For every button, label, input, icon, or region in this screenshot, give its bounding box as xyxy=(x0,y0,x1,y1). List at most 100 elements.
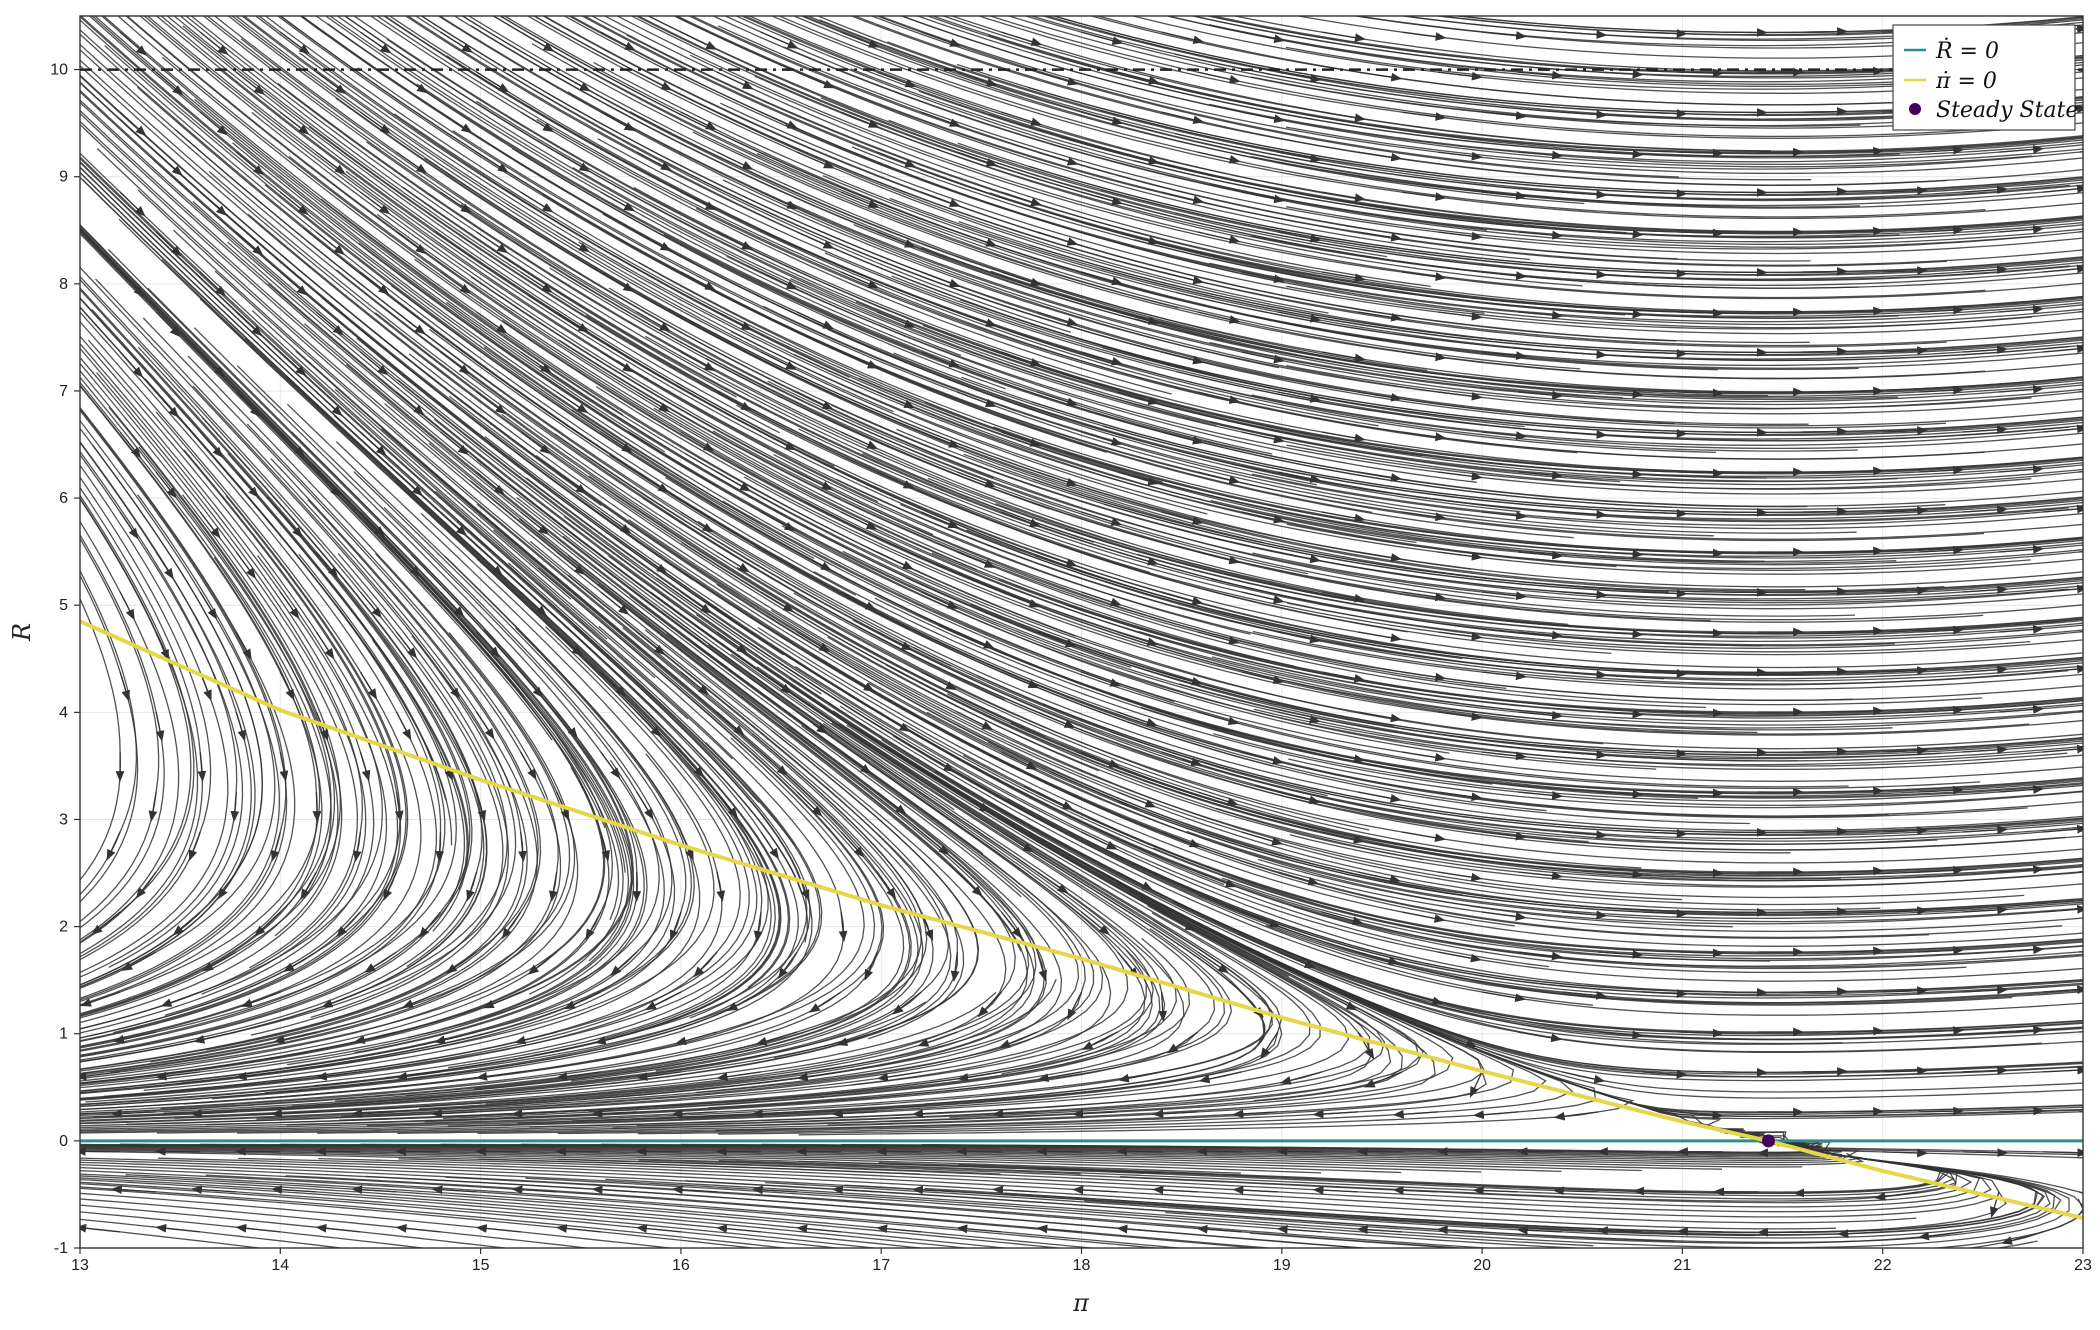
stream-arrow xyxy=(1482,831,1527,841)
stream-arrow xyxy=(1518,550,1564,560)
stream-arrow xyxy=(636,311,671,332)
stream-arrow xyxy=(396,151,428,174)
streamline xyxy=(80,339,402,1042)
stream-arrow xyxy=(1598,629,1644,639)
stream-arrow xyxy=(957,151,998,167)
stream-arrow xyxy=(514,1031,557,1045)
streamline xyxy=(1109,868,2083,1034)
stream-arrow xyxy=(1241,271,1286,284)
stream-arrow xyxy=(2042,664,2083,674)
stream-arrow xyxy=(957,631,995,649)
stream-arrow xyxy=(1962,185,2009,195)
stream-arrow xyxy=(80,1223,121,1233)
stream-arrow xyxy=(188,831,201,862)
stream-arrow xyxy=(1918,785,1965,795)
streamline xyxy=(1067,604,2083,714)
stream-arrow xyxy=(715,1146,762,1156)
stream-arrow xyxy=(680,191,717,211)
stream-arrow xyxy=(838,911,848,942)
streamline xyxy=(80,156,656,679)
stream-arrow xyxy=(476,1071,521,1081)
streamline xyxy=(80,356,367,995)
streamline xyxy=(80,759,660,1087)
stream-arrow xyxy=(1518,70,1564,80)
stream-arrow xyxy=(1598,389,1644,399)
stream-arrow xyxy=(2042,744,2083,754)
stream-arrow xyxy=(1117,1071,1162,1083)
stream-arrows xyxy=(80,24,2083,1245)
streamline xyxy=(717,25,2083,255)
streamline xyxy=(80,1146,1241,1174)
streamline xyxy=(1286,365,2083,410)
stream-arrow xyxy=(957,1071,1002,1082)
stream-arrow xyxy=(1152,1185,1198,1195)
stream-arrow xyxy=(445,951,477,974)
stream-arrow xyxy=(155,551,174,580)
stream-arrow xyxy=(556,71,591,92)
stream-arrow xyxy=(1838,786,1885,796)
stream-arrow xyxy=(600,431,633,454)
stream-arrow xyxy=(600,511,632,534)
stream-arrow xyxy=(1161,831,1201,848)
streamline xyxy=(804,501,2083,726)
stream-arrow xyxy=(2042,184,2083,194)
stream-arrow xyxy=(1001,511,1041,527)
streamline xyxy=(1252,630,2083,686)
stream-arrow xyxy=(1357,391,1403,402)
stream-arrow xyxy=(1998,545,2045,554)
stream-arrow xyxy=(600,831,610,862)
stream-arrow xyxy=(1838,706,1885,716)
y-tick-label: 7 xyxy=(59,383,68,400)
stream-arrow xyxy=(840,671,875,692)
stream-arrow xyxy=(359,751,371,782)
y-tick-label: 6 xyxy=(59,490,68,507)
stream-arrow xyxy=(1482,431,1528,440)
stream-arrow xyxy=(1598,69,1644,79)
streamline xyxy=(1179,683,2083,760)
stream-arrow xyxy=(1678,628,1724,638)
stream-arrow xyxy=(1081,271,1124,286)
streamline xyxy=(80,1161,1497,1248)
streamline xyxy=(1029,244,2083,354)
stream-arrow xyxy=(875,1146,922,1156)
stream-arrow xyxy=(1838,1026,1885,1036)
stream-arrow xyxy=(1482,751,1527,761)
stream-arrow xyxy=(921,591,959,609)
stream-arrow xyxy=(1161,111,1205,125)
streamline xyxy=(1177,606,2083,680)
stream-arrow xyxy=(1918,385,1965,395)
stream-arrow xyxy=(1197,151,1241,164)
stream-arrow xyxy=(796,1071,842,1082)
stream-arrow xyxy=(1482,351,1528,360)
stream-arrow xyxy=(1037,711,1076,728)
streamline xyxy=(988,16,1986,138)
stream-arrow xyxy=(359,591,382,619)
stream-arrow xyxy=(680,351,716,372)
stream-arrow xyxy=(1241,191,1286,204)
stream-arrow xyxy=(155,1071,201,1081)
stream-arrow xyxy=(796,471,833,491)
stream-arrow xyxy=(119,111,147,137)
stream-arrow xyxy=(315,551,339,579)
stream-arrow xyxy=(1722,28,1768,37)
stream-arrow xyxy=(1260,1031,1279,1059)
stream-arrow xyxy=(1117,871,1154,891)
stream-arrow xyxy=(1037,871,1069,894)
streamline xyxy=(146,16,879,503)
stream-arrow xyxy=(594,1031,637,1045)
x-tick-label: 15 xyxy=(472,1257,490,1274)
streamline xyxy=(1255,785,2083,845)
streamline xyxy=(467,16,1428,372)
stream-arrow xyxy=(680,511,714,533)
stream-arrow xyxy=(234,1146,281,1156)
stream-arrow xyxy=(1678,148,1724,158)
stream-arrow xyxy=(1232,1109,1278,1119)
stream-arrow xyxy=(876,551,914,570)
stream-arrow xyxy=(1276,1225,1322,1234)
stream-arrow xyxy=(300,871,317,900)
streamline xyxy=(80,346,488,1063)
stream-arrow xyxy=(716,871,725,902)
stream-arrow xyxy=(1277,391,1322,403)
stream-arrow xyxy=(279,111,310,135)
stream-arrow xyxy=(1562,350,1608,359)
